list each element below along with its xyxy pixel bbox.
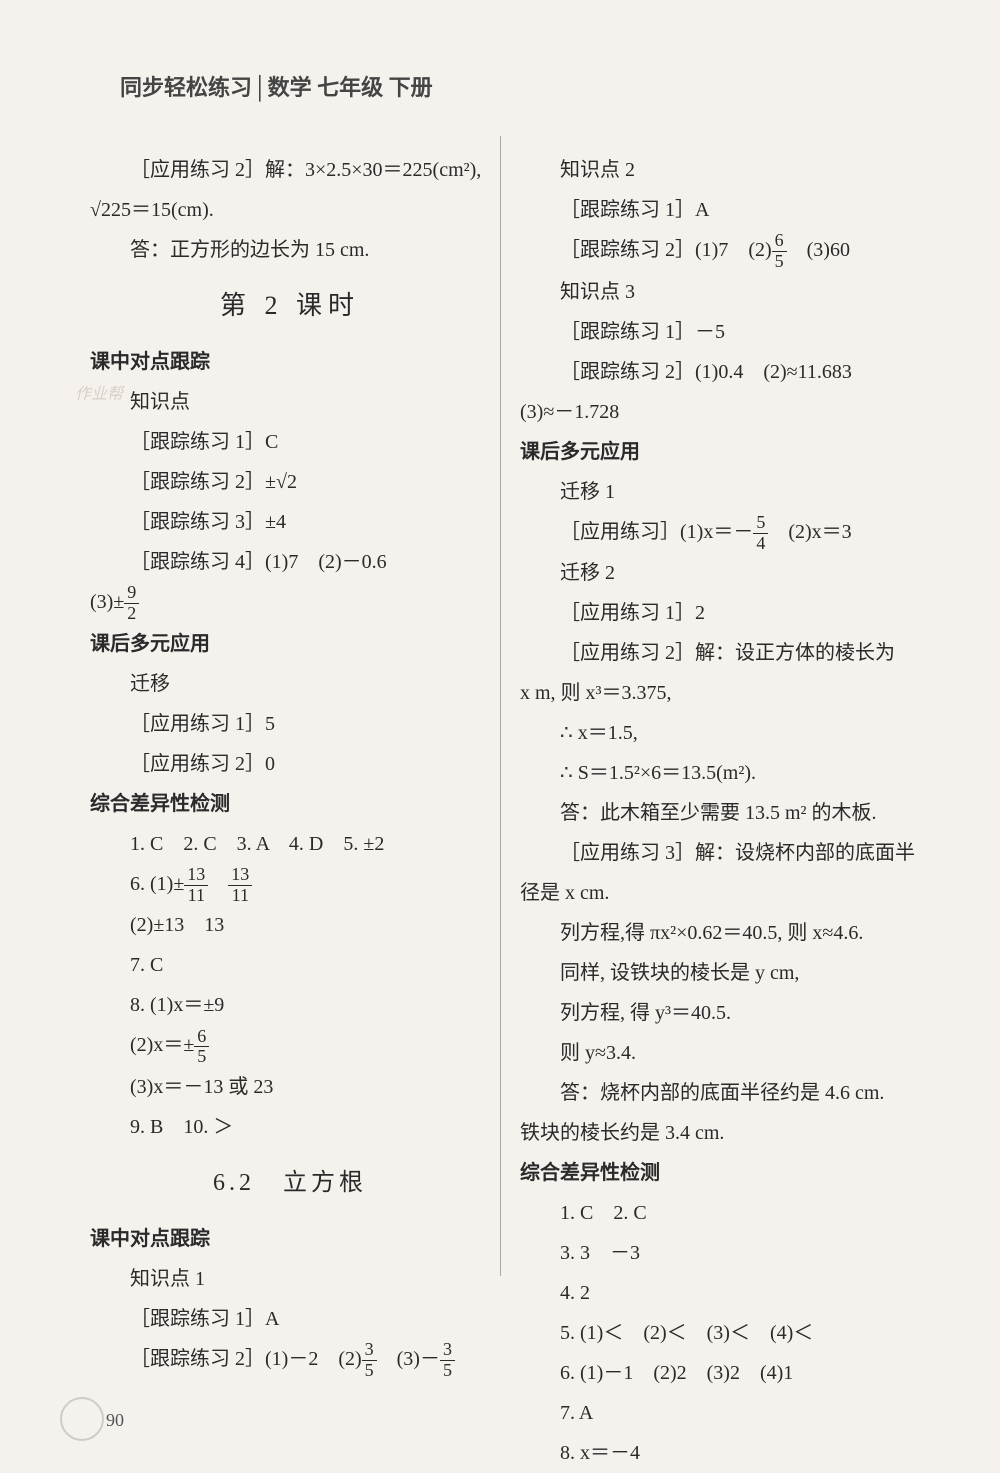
knowledge-point: 知识点 2	[520, 150, 920, 190]
text-line: ［应用练习 3］解：设烧杯内部的底面半	[520, 833, 920, 873]
section-heading: 综合差异性检测	[520, 1153, 920, 1193]
text-line: 9. B 10. ＞	[90, 1107, 490, 1147]
text-line: 3. 3 －3	[520, 1233, 920, 1273]
text-line: (2)±13 13	[90, 905, 490, 945]
footer-ornament-icon	[60, 1397, 104, 1441]
text-line: ［应用练习 2］解：3×2.5×30＝225(cm²),	[90, 150, 490, 190]
page-number: 90	[106, 1410, 124, 1431]
left-column: ［应用练习 2］解：3×2.5×30＝225(cm²), √225＝15(cm)…	[90, 150, 490, 1381]
text-line: ［跟踪练习 2］(1)0.4 (2)≈11.683	[520, 352, 920, 392]
text-line: 列方程,得 πx²×0.62＝40.5, 则 x≈4.6.	[520, 913, 920, 953]
text-line: 迁移 2	[520, 553, 920, 593]
text-line: √225＝15(cm).	[90, 190, 490, 230]
text-line: ［应用练习 1］2	[520, 593, 920, 633]
text-line: 1. C 2. C	[520, 1193, 920, 1233]
chapter-title: 6.2 立方根	[90, 1159, 490, 1207]
text-line: 7. C	[90, 945, 490, 985]
text-line: 答：正方形的边长为 15 cm.	[90, 230, 490, 270]
section-heading: 课中对点跟踪	[90, 342, 490, 382]
section-heading: 课中对点跟踪	[90, 1219, 490, 1259]
text-line: 8. (1)x＝±9	[90, 985, 490, 1025]
knowledge-point: 知识点 3	[520, 272, 920, 312]
text-line: 4. 2	[520, 1273, 920, 1313]
text-line: ［跟踪练习 1］C	[90, 422, 490, 462]
text-line: 答：烧杯内部的底面半径约是 4.6 cm.	[520, 1073, 920, 1113]
knowledge-point: 知识点	[90, 382, 490, 422]
page-header-title: 同步轻松练习│数学 七年级 下册	[120, 70, 433, 102]
text-line: 8. x＝－4	[520, 1433, 920, 1473]
text-line: (3)≈－1.728	[520, 392, 920, 432]
text-line: ［跟踪练习 2］(1)－2 (2)35 (3)－35	[90, 1339, 490, 1381]
text-line: 径是 x cm.	[520, 873, 920, 913]
column-divider	[500, 136, 501, 1276]
text-line: ［跟踪练习 2］(1)7 (2)65 (3)60	[520, 230, 920, 272]
knowledge-point: 知识点 1	[90, 1259, 490, 1299]
text-line: (3)±92	[90, 582, 490, 624]
text-line: (2)x＝±65	[90, 1025, 490, 1067]
lesson-title: 第 2 课时	[90, 280, 490, 332]
text-line: 答：此木箱至少需要 13.5 m² 的木板.	[520, 793, 920, 833]
text-line: 则 y≈3.4.	[520, 1033, 920, 1073]
text-line: ∴ x＝1.5,	[520, 713, 920, 753]
text-line: ［应用练习 1］5	[90, 704, 490, 744]
text-line: ［跟踪练习 4］(1)7 (2)－0.6	[90, 542, 490, 582]
text-line: 1. C 2. C 3. A 4. D 5. ±2	[90, 824, 490, 864]
text-line: x m, 则 x³＝3.375,	[520, 673, 920, 713]
text-line: ∴ S＝1.5²×6＝13.5(m²).	[520, 753, 920, 793]
text-line: 列方程, 得 y³＝40.5.	[520, 993, 920, 1033]
text-line: ［跟踪练习 1］－5	[520, 312, 920, 352]
text-line: ［应用练习 2］0	[90, 744, 490, 784]
text-line: 迁移 1	[520, 472, 920, 512]
text-line: ［应用练习 2］解：设正方体的棱长为	[520, 633, 920, 673]
section-heading: 综合差异性检测	[90, 784, 490, 824]
text-line: 5. (1)＜ (2)＜ (3)＜ (4)＜	[520, 1313, 920, 1353]
text-line: ［跟踪练习 1］A	[520, 190, 920, 230]
text-line: 7. A	[520, 1393, 920, 1433]
right-column: 知识点 2 ［跟踪练习 1］A ［跟踪练习 2］(1)7 (2)65 (3)60…	[520, 150, 920, 1473]
section-heading: 课后多元应用	[520, 432, 920, 472]
text-line: ［跟踪练习 2］±√2	[90, 462, 490, 502]
text-line: 6. (1)±1311 1311	[90, 864, 490, 906]
section-heading: 课后多元应用	[90, 624, 490, 664]
text-line: 迁移	[90, 664, 490, 704]
text-line: ［跟踪练习 1］A	[90, 1299, 490, 1339]
text-line: ［跟踪练习 3］±4	[90, 502, 490, 542]
text-line: 6. (1)－1 (2)2 (3)2 (4)1	[520, 1353, 920, 1393]
text-line: 铁块的棱长约是 3.4 cm.	[520, 1113, 920, 1153]
text-line: (3)x＝－13 或 23	[90, 1067, 490, 1107]
text-line: 同样, 设铁块的棱长是 y cm,	[520, 953, 920, 993]
text-line: ［应用练习］(1)x＝－54 (2)x＝3	[520, 512, 920, 554]
